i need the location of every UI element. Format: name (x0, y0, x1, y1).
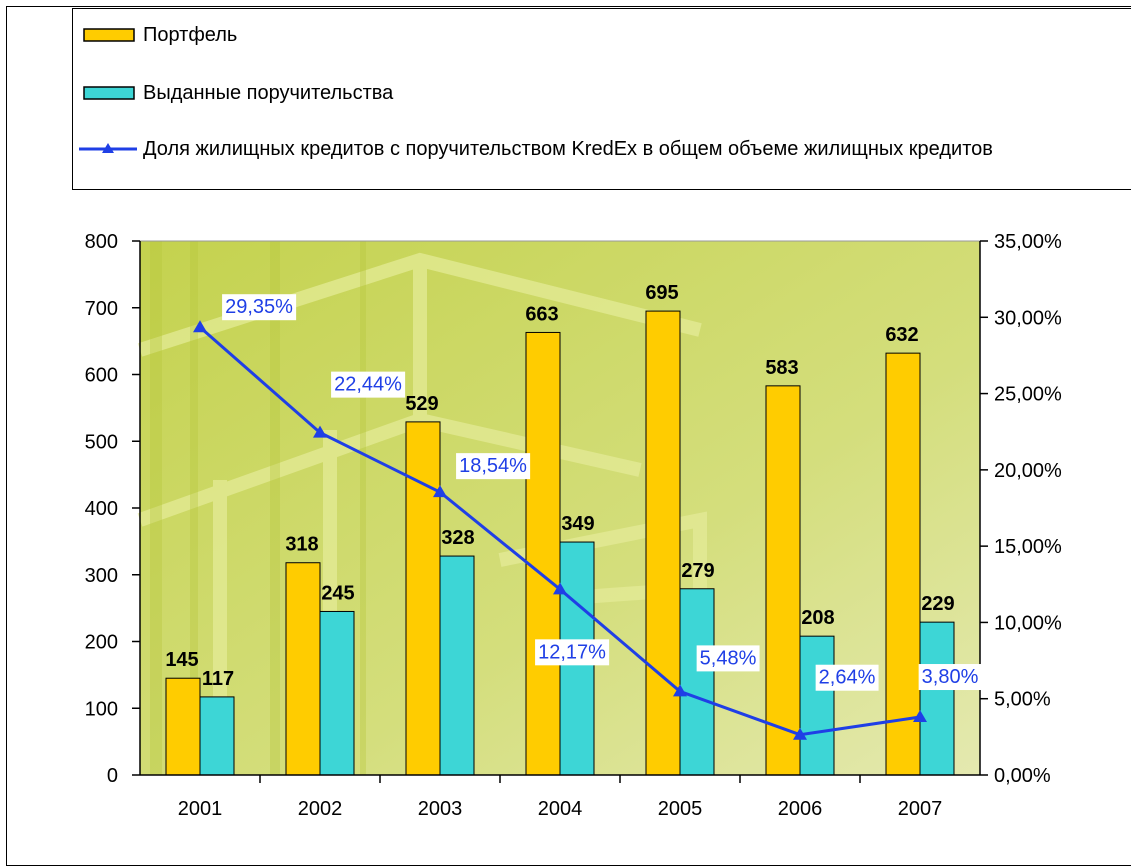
line-value-label: 3,80% (922, 666, 979, 688)
legend-label: Выданные поручительства (143, 81, 1131, 105)
bar (440, 556, 474, 775)
bar-value-label: 583 (765, 357, 798, 379)
bar-value-label: 328 (441, 527, 474, 549)
y-tick-label: 200 (85, 632, 118, 654)
legend-swatch (83, 81, 145, 105)
legend-swatch (83, 23, 145, 47)
bar (766, 386, 800, 775)
bar (320, 611, 354, 775)
legend: Портфель Выданные поручительства Доля жили… (72, 8, 1131, 190)
bar-value-label: 349 (561, 513, 594, 535)
line-value-label-group: 12,17% (535, 639, 609, 665)
bar-value-label: 245 (321, 582, 354, 604)
y2-tick-label: 15,00% (994, 536, 1062, 558)
bar (166, 678, 200, 775)
legend-label: Доля жилищных кредитов с поручительством… (143, 137, 1131, 161)
x-tick-label: 2006 (778, 798, 823, 820)
x-tick-label: 2007 (898, 798, 943, 820)
legend-swatch (77, 137, 139, 161)
bar-value-label: 529 (405, 393, 438, 415)
x-tick-label: 2005 (658, 798, 703, 820)
line-value-label-group: 5,48% (697, 645, 760, 671)
bar-value-label: 117 (202, 668, 234, 690)
y-tick-label: 800 (85, 231, 118, 253)
bar (680, 589, 714, 775)
bar (920, 622, 954, 775)
page: {"chart_data": {"type": "bar", "categori… (0, 0, 1131, 854)
line-value-label-group: 3,80% (919, 664, 982, 690)
x-tick-label: 2001 (178, 798, 223, 820)
y2-tick-label: 0,00% (994, 765, 1051, 787)
y2-tick-label: 30,00% (994, 307, 1062, 329)
x-tick-label: 2002 (298, 798, 343, 820)
y2-tick-label: 10,00% (994, 612, 1062, 634)
bar (406, 422, 440, 775)
legend-label: Портфель (143, 23, 1131, 47)
line-value-label-group: 18,54% (456, 453, 530, 479)
bar-value-label: 145 (165, 649, 198, 671)
bar-value-label: 318 (285, 534, 318, 556)
line-value-label: 29,35% (225, 296, 293, 318)
y2-tick-label: 5,00% (994, 689, 1051, 711)
bar-value-label: 208 (801, 607, 834, 629)
line-value-label-group: 29,35% (222, 294, 296, 320)
bar (526, 332, 560, 775)
line-value-label: 5,48% (700, 647, 757, 669)
bar-value-label: 663 (525, 303, 558, 325)
y-tick-label: 600 (85, 365, 118, 387)
bar-value-label: 229 (921, 593, 954, 615)
y-tick-label: 400 (85, 498, 118, 520)
line-value-label: 18,54% (459, 455, 527, 477)
y-tick-label: 0 (107, 765, 118, 787)
bar (200, 697, 234, 775)
bar-value-label: 279 (681, 560, 714, 582)
line-value-label: 2,64% (819, 667, 876, 689)
bar-value-label: 695 (645, 282, 678, 304)
y2-tick-label: 35,00% (994, 231, 1062, 253)
x-tick-label: 2004 (538, 798, 583, 820)
line-value-label-group: 22,44% (331, 372, 405, 398)
bar (286, 563, 320, 775)
y2-tick-label: 25,00% (994, 384, 1062, 406)
y2-tick-label: 20,00% (994, 460, 1062, 482)
bar-value-label: 632 (885, 324, 918, 346)
bar (646, 311, 680, 775)
y-tick-label: 500 (85, 431, 118, 453)
bar (886, 353, 920, 775)
x-tick-label: 2003 (418, 798, 463, 820)
bar (800, 636, 834, 775)
y-tick-label: 100 (85, 698, 118, 720)
y-tick-label: 700 (85, 298, 118, 320)
line-value-label: 22,44% (334, 374, 402, 396)
y-tick-label: 300 (85, 565, 118, 587)
line-value-label-group: 2,64% (816, 665, 879, 691)
line-value-label: 12,17% (538, 641, 606, 663)
